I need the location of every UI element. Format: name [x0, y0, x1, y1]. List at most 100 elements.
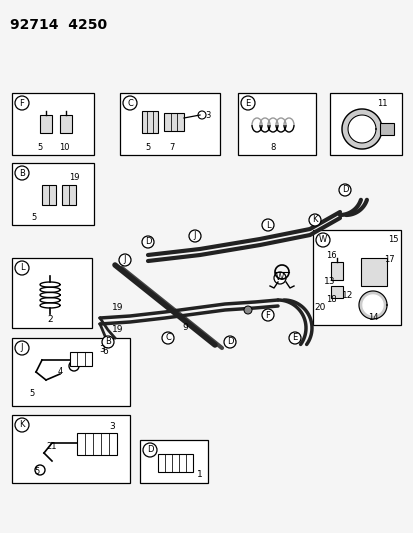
- Text: 16: 16: [325, 252, 335, 261]
- Text: 10: 10: [59, 142, 69, 151]
- Circle shape: [102, 336, 114, 348]
- Bar: [12, 258, 92, 328]
- Text: D: D: [145, 238, 151, 246]
- Bar: [312, 230, 400, 325]
- Circle shape: [15, 418, 29, 432]
- Text: 3: 3: [109, 423, 114, 432]
- Bar: [330, 262, 342, 280]
- Text: 2: 2: [47, 316, 53, 325]
- Text: J: J: [193, 231, 196, 240]
- Text: 11: 11: [376, 99, 386, 108]
- Polygon shape: [347, 115, 375, 143]
- Text: 3: 3: [205, 110, 210, 119]
- Bar: [164, 113, 183, 131]
- Polygon shape: [362, 295, 382, 315]
- Text: J: J: [21, 343, 23, 352]
- Text: 5: 5: [37, 142, 43, 151]
- Bar: [60, 115, 72, 133]
- Circle shape: [240, 96, 254, 110]
- Bar: [40, 115, 52, 133]
- Text: 6: 6: [102, 348, 108, 357]
- Circle shape: [288, 332, 300, 344]
- Text: J: J: [123, 255, 126, 264]
- Text: D: D: [146, 446, 153, 455]
- Text: 18: 18: [325, 295, 335, 304]
- Text: 17: 17: [383, 255, 393, 264]
- Text: W: W: [318, 236, 326, 245]
- Text: 9: 9: [182, 324, 188, 333]
- Text: B: B: [105, 337, 111, 346]
- Circle shape: [69, 361, 79, 371]
- Text: 5: 5: [31, 213, 36, 222]
- Text: K: K: [311, 215, 317, 224]
- Text: 21: 21: [47, 442, 57, 451]
- Circle shape: [273, 272, 285, 284]
- Circle shape: [119, 254, 131, 266]
- Circle shape: [243, 306, 252, 314]
- Text: 3: 3: [99, 345, 104, 354]
- Text: 7: 7: [169, 142, 174, 151]
- Text: 5: 5: [29, 390, 35, 399]
- Bar: [12, 93, 94, 155]
- Circle shape: [15, 261, 29, 275]
- Text: B: B: [19, 168, 25, 177]
- Text: L: L: [265, 221, 270, 230]
- Bar: [158, 454, 192, 472]
- Circle shape: [197, 111, 206, 119]
- Text: 13: 13: [323, 278, 335, 287]
- Bar: [360, 258, 386, 286]
- Text: D: D: [226, 337, 233, 346]
- Circle shape: [338, 184, 350, 196]
- Circle shape: [35, 465, 45, 475]
- Text: 12: 12: [342, 292, 353, 301]
- Text: D: D: [341, 185, 347, 195]
- Bar: [237, 93, 315, 155]
- Circle shape: [161, 332, 173, 344]
- Text: 20: 20: [313, 303, 325, 312]
- Text: E: E: [245, 99, 250, 108]
- Polygon shape: [358, 291, 386, 319]
- Text: E: E: [292, 334, 297, 343]
- Bar: [12, 163, 94, 225]
- Circle shape: [308, 214, 320, 226]
- Text: C: C: [127, 99, 133, 108]
- Circle shape: [261, 309, 273, 321]
- Text: 92714  4250: 92714 4250: [10, 18, 107, 32]
- Bar: [70, 352, 92, 366]
- Text: 8: 8: [270, 142, 275, 151]
- Text: 14: 14: [367, 312, 377, 321]
- Circle shape: [315, 233, 329, 247]
- Circle shape: [15, 166, 29, 180]
- Text: 5: 5: [145, 142, 150, 151]
- Bar: [12, 338, 130, 406]
- Text: L: L: [20, 263, 24, 272]
- Circle shape: [123, 96, 137, 110]
- Bar: [140, 440, 207, 483]
- Circle shape: [223, 336, 235, 348]
- Text: 19: 19: [112, 326, 123, 335]
- Text: 15: 15: [387, 236, 397, 245]
- Circle shape: [142, 236, 154, 248]
- Bar: [42, 185, 56, 205]
- Bar: [329, 93, 401, 155]
- Text: C: C: [165, 334, 171, 343]
- Text: 1: 1: [197, 471, 202, 480]
- Text: F: F: [265, 311, 270, 319]
- Text: K: K: [19, 421, 25, 430]
- Text: 19: 19: [112, 303, 123, 312]
- Circle shape: [142, 443, 157, 457]
- Bar: [77, 433, 117, 455]
- Bar: [62, 185, 76, 205]
- Circle shape: [189, 230, 201, 242]
- Text: F: F: [19, 99, 24, 108]
- Circle shape: [15, 341, 29, 355]
- Polygon shape: [341, 109, 381, 149]
- Bar: [120, 93, 219, 155]
- Text: 19: 19: [69, 173, 79, 182]
- Circle shape: [15, 96, 29, 110]
- Bar: [330, 286, 342, 298]
- Text: W: W: [275, 273, 283, 282]
- Circle shape: [261, 219, 273, 231]
- Bar: [12, 415, 130, 483]
- Text: 5: 5: [34, 467, 40, 477]
